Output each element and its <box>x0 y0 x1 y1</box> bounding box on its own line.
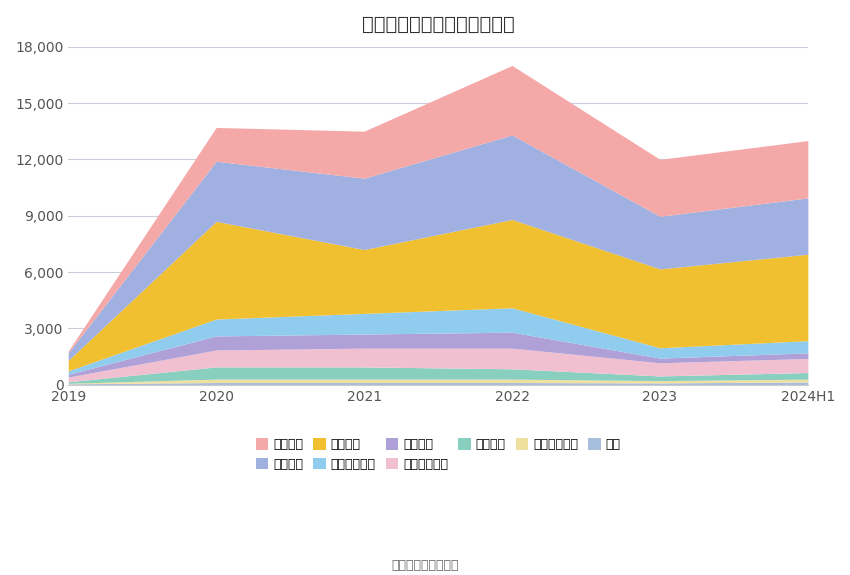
Title: 历年主要负债堆积图（万元）: 历年主要负债堆积图（万元） <box>362 15 514 34</box>
Legend: 短期借款, 应付账款, 合同负债, 应付职工薪酬, 应交税费, 其他流动负债, 租赁负债, 长期递延收益, 其它: 短期借款, 应付账款, 合同负债, 应付职工薪酬, 应交税费, 其他流动负债, … <box>256 438 620 470</box>
Text: 数据来源：恒生聚源: 数据来源：恒生聚源 <box>391 559 459 572</box>
